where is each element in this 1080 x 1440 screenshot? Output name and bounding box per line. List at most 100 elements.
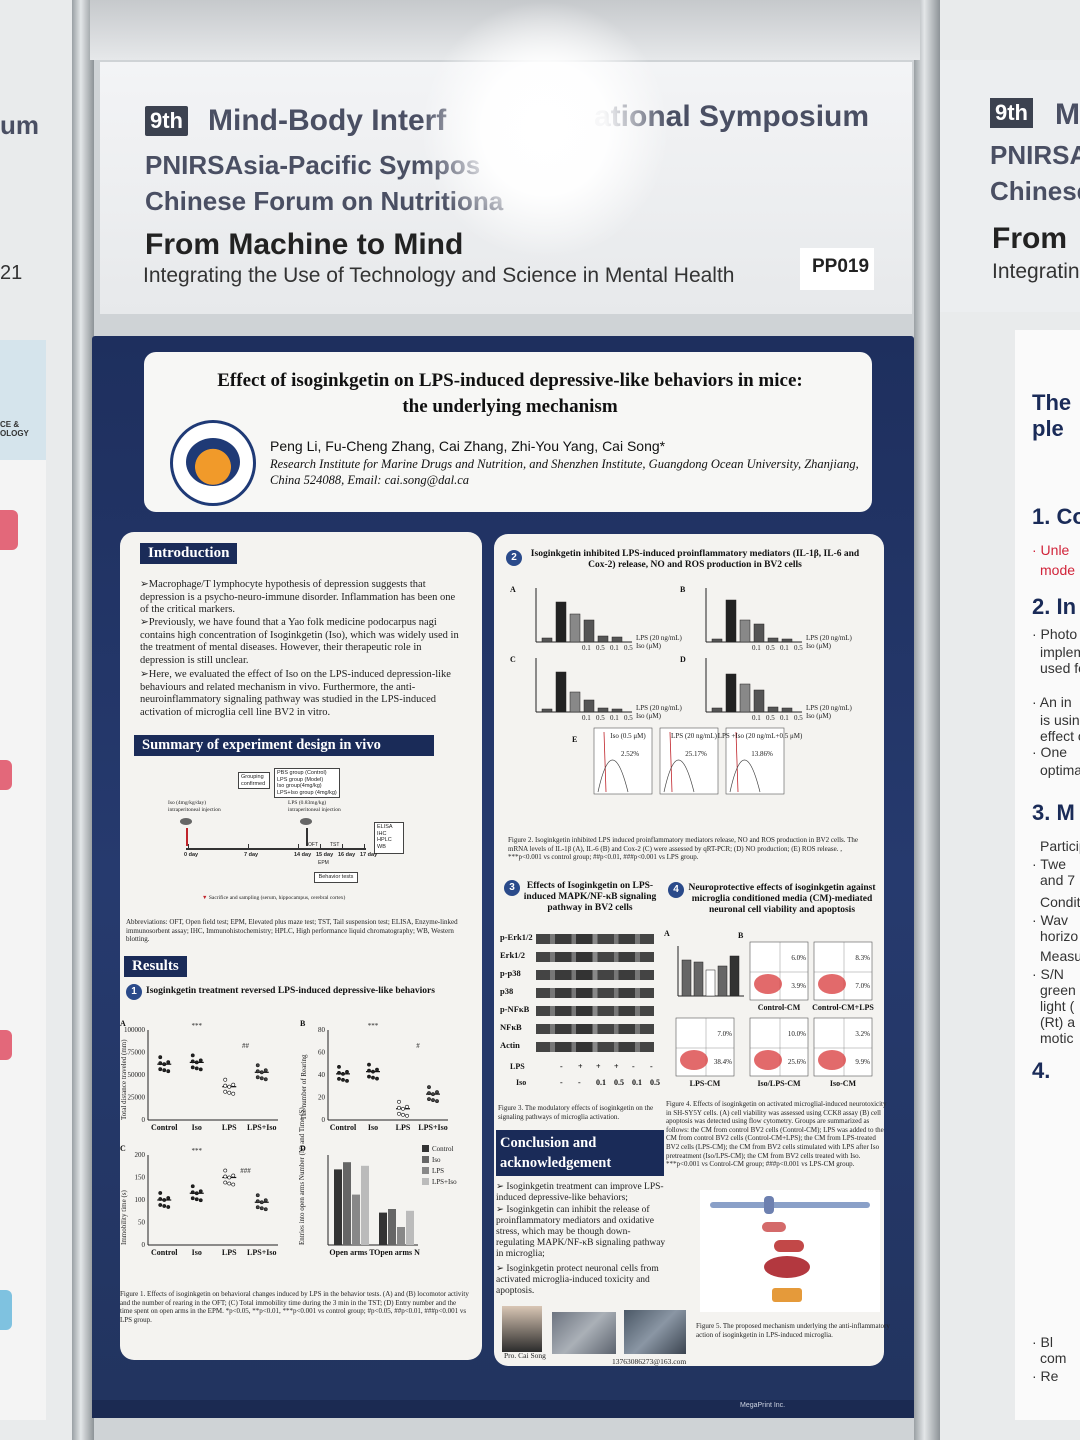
- y-axis-label: Entries into open arms Number (N) and Ti…: [298, 1107, 306, 1245]
- data-point: [263, 1068, 268, 1073]
- data-point: [158, 1067, 163, 1072]
- wb-band-row: p-NFκB: [500, 1004, 670, 1018]
- right-neighbor-line1: M: [1055, 98, 1080, 131]
- data-point: [435, 1099, 439, 1104]
- data-point: [194, 1066, 199, 1071]
- wb-band-label: p-Erk1/2: [500, 932, 533, 942]
- flow-value: 25.17%: [685, 750, 707, 758]
- left-neighbor-accent: [0, 760, 12, 790]
- data-point: [231, 1091, 236, 1096]
- bar: [767, 706, 779, 713]
- poster-title-line2: the underlying mechanism: [402, 396, 618, 417]
- wb-lps-cell: +: [614, 1062, 619, 1071]
- wb-band-label: NFκB: [500, 1022, 522, 1032]
- category-label: Control: [151, 1248, 178, 1257]
- bar: [767, 637, 779, 643]
- data-point: [427, 1097, 431, 1102]
- flow-trace: [729, 759, 761, 793]
- result4-number: 4: [668, 882, 684, 898]
- symposium-line1-right: ational Symposium: [594, 100, 870, 133]
- significance-mark: ***: [192, 1022, 203, 1030]
- right-neighbor-text: · Re: [1032, 1368, 1059, 1384]
- printer-label: MegaPrint Inc.: [740, 1402, 786, 1409]
- timeline-tick: [188, 844, 189, 850]
- right-neighbor-text: effect o: [1040, 728, 1080, 744]
- wb-iso-cell: -: [560, 1078, 563, 1087]
- right-neighbor-text: implem: [1040, 644, 1080, 660]
- tick-label: 100000: [124, 1026, 146, 1034]
- nucleus-icon: [764, 1256, 810, 1278]
- panel-letter: A: [510, 585, 516, 594]
- iso-injection-label: Iso (4mg/kg/day) intraperitoneal injecti…: [168, 800, 221, 813]
- data-point: [190, 1065, 195, 1070]
- tick-label: 200: [135, 1151, 146, 1159]
- legend-label: Iso: [432, 1156, 441, 1164]
- cell-cluster: [754, 974, 782, 994]
- data-point: [227, 1175, 232, 1180]
- theme-title: From Machine to Mind: [145, 228, 464, 261]
- pathway-node: [762, 1222, 786, 1232]
- tick-label: 50: [138, 1219, 146, 1227]
- result3-number: 3: [504, 880, 520, 896]
- data-point: [405, 1104, 409, 1109]
- wb-band-row: p-Erk1/2: [500, 932, 670, 946]
- bar: [781, 707, 793, 713]
- wb-iso-row: Iso - - 0.1 0.5 0.1 0.5: [510, 1078, 660, 1090]
- data-point: [223, 1174, 228, 1179]
- bar: [729, 955, 740, 997]
- right-neighbor-text: · Wav: [1032, 912, 1069, 928]
- category-label: Control: [330, 1123, 357, 1132]
- y-axis-label: The number of Rearing: [300, 1054, 308, 1120]
- result1-number: 1: [126, 984, 142, 1000]
- photo-caption: Pro. Cai Song: [504, 1351, 546, 1360]
- data-point: [371, 1075, 375, 1080]
- bar: [388, 1209, 396, 1245]
- timeline-day-label: 15 day: [316, 852, 334, 858]
- panel-letter: A: [664, 929, 670, 938]
- right-neighbor-text: · Bl: [1032, 1334, 1053, 1350]
- right-neighbor-text: Conditi: [1040, 894, 1080, 910]
- grouping-label: Grouping confirmed: [238, 772, 270, 789]
- right-neighbor-line2: PNIRSAs: [990, 140, 1080, 170]
- bar: [541, 637, 553, 643]
- data-point: [375, 1076, 379, 1081]
- tick-label: 60: [318, 1049, 326, 1057]
- bar: [555, 601, 567, 643]
- timeline-arrow-icon: [306, 828, 308, 846]
- dose-label: 0.1: [752, 644, 761, 652]
- figure2-caption: Figure 2. Isoginkgetin inhibited LPS ind…: [508, 836, 859, 862]
- symposium-line2: PNIRSAsia-Pacific Sympos: [145, 150, 481, 180]
- left-neighbor-logo: [0, 340, 46, 460]
- data-point: [158, 1197, 163, 1201]
- flow-trace: [603, 731, 607, 793]
- wb-band-label: p-p38: [500, 968, 521, 978]
- wb-band-image: [536, 1042, 654, 1052]
- behavior-tests-box: Behavior tests: [314, 872, 358, 883]
- panel-letter: C: [120, 1144, 126, 1153]
- data-point: [367, 1068, 371, 1073]
- booth-frame-left: [72, 0, 94, 1440]
- bar: [541, 708, 553, 713]
- data-point: [255, 1205, 260, 1210]
- wb-iso-cell: 0.1: [596, 1078, 606, 1087]
- cell-cluster: [818, 974, 846, 994]
- wb-iso-cell: 0.5: [650, 1078, 660, 1087]
- flow-plot: [725, 727, 785, 795]
- data-point: [227, 1181, 232, 1186]
- right-neighbor-text: mode: [1040, 562, 1076, 578]
- bar: [397, 1227, 405, 1245]
- tick-label: 40: [318, 1071, 326, 1079]
- timeline-day-label: 7 day: [244, 852, 259, 858]
- wb-iso-cell: -: [578, 1078, 581, 1087]
- sacrifice-arrow-icon: ▼: [202, 895, 209, 901]
- dose-label: 0.1: [582, 714, 591, 722]
- bar: [352, 1194, 360, 1245]
- design-heading: Summary of experiment design in vivo: [134, 735, 434, 756]
- wb-band-row: Erk1/2: [500, 950, 670, 964]
- data-point: [397, 1099, 401, 1104]
- significance-mark: ###: [240, 1167, 251, 1175]
- legend-swatch: [422, 1167, 429, 1174]
- data-point: [337, 1070, 341, 1075]
- data-point: [397, 1111, 401, 1116]
- right-neighbor-text: Measur: [1040, 948, 1080, 964]
